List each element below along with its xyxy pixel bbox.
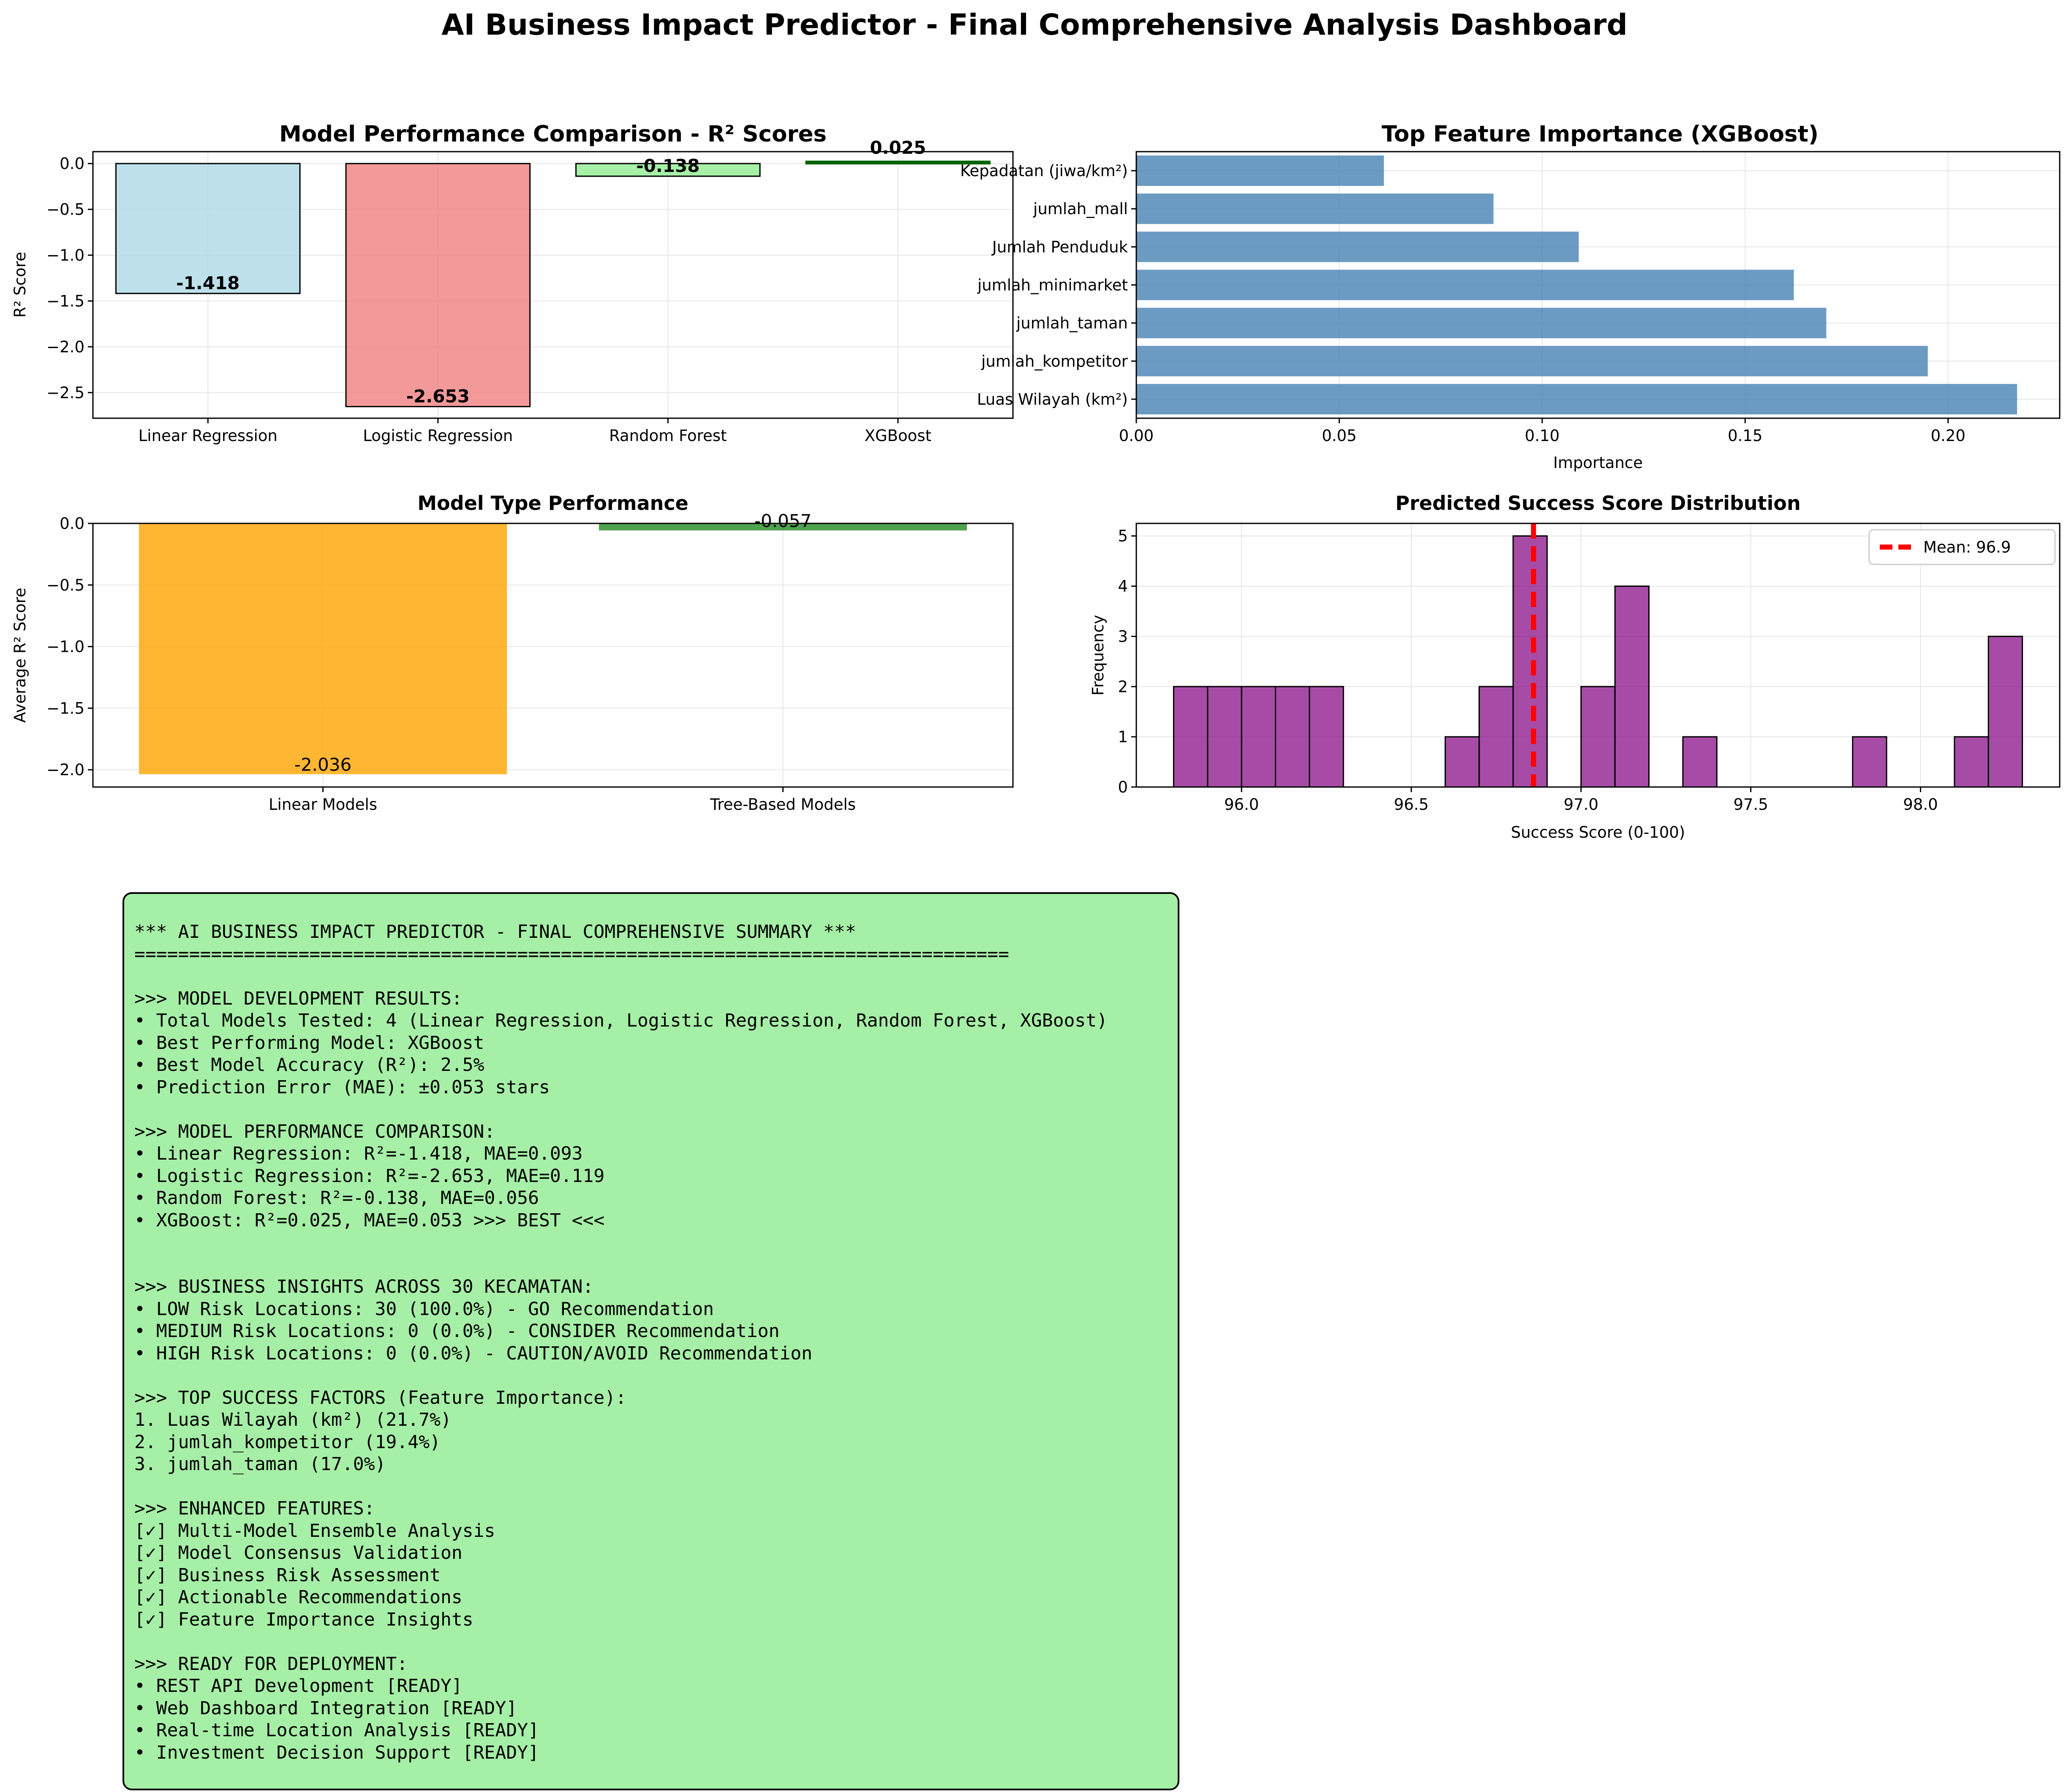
r2-bar-value-label: -2.653 [406, 386, 470, 406]
distribution-xtick-label: 96.0 [1224, 795, 1259, 814]
r2-bar [345, 163, 531, 407]
model-type-xtick-label: Linear Models [269, 795, 377, 814]
feature-ytick-label: jumlah_taman [1016, 314, 1128, 332]
feature-bar [1136, 231, 1579, 262]
distribution-ytick-label: 4 [1118, 577, 1128, 596]
distribution-chart-title: Predicted Success Score Distribution [1395, 492, 1801, 515]
histogram-bar [1987, 635, 2023, 788]
page-title: AI Business Impact Predictor - Final Com… [441, 8, 1628, 42]
r2-chart-ylabel: R² Score [11, 252, 29, 318]
histogram-bar [1207, 686, 1242, 788]
model-type-bar [599, 523, 967, 531]
r2-bar [805, 161, 991, 165]
legend-box [1868, 529, 2056, 565]
feature-ytick-label: jumlah_mall [1033, 200, 1128, 218]
histogram-bar [1444, 736, 1480, 788]
distribution-ytick-label: 2 [1118, 678, 1128, 696]
model-type-bar-value-label: -0.057 [754, 511, 811, 531]
r2-ytick-label: 0.0 [60, 155, 84, 173]
model-type-ytick-label: −0.5 [46, 576, 84, 594]
distribution-ytick-label: 3 [1118, 627, 1128, 645]
histogram-bar [1614, 586, 1650, 788]
summary-text: *** AI BUSINESS IMPACT PREDICTOR - FINAL… [134, 921, 1108, 1763]
r2-ytick-label: −0.5 [46, 201, 84, 219]
feature-bar [1136, 346, 1928, 376]
feature-xtick-label: 0.20 [1931, 427, 1966, 445]
model-type-bar [139, 523, 507, 774]
feature-ytick-label: Luas Wilayah (km²) [977, 390, 1128, 409]
success-distribution-chart: Predicted Success Score Distribution 96.… [1089, 492, 2061, 842]
r2-ytick-label: −2.0 [46, 338, 84, 356]
feature-bar [1136, 270, 1794, 300]
feature-chart-xlabel: Importance [1553, 454, 1643, 472]
distribution-chart-frame [1135, 523, 2061, 788]
feature-xtick-label: 0.10 [1525, 427, 1560, 445]
distribution-xtick-label: 97.0 [1564, 795, 1598, 814]
distribution-xtick-label: 98.0 [1903, 795, 1938, 814]
feature-chart-title: Top Feature Importance (XGBoost) [1382, 121, 1819, 147]
feature-bar [1136, 384, 2017, 414]
histogram-bar [1275, 686, 1310, 788]
model-type-ytick-label: −2.0 [46, 761, 84, 779]
r2-xtick-label: XGBoost [865, 427, 931, 445]
r2-bar-value-label: -1.418 [176, 273, 240, 294]
r2-bar [115, 163, 301, 294]
model-type-chart-title: Model Type Performance [417, 492, 688, 515]
model-type-ytick-label: −1.0 [46, 638, 84, 656]
feature-bar [1136, 193, 1494, 224]
histogram-bar [1682, 736, 1718, 788]
model-type-ytick-label: −1.5 [46, 699, 84, 717]
r2-ytick-label: −1.5 [46, 292, 84, 310]
r2-comparison-chart: Model Performance Comparison - R² Scores… [11, 121, 1014, 445]
r2-xtick-label: Logistic Regression [363, 427, 513, 445]
distribution-ytick-label: 0 [1118, 778, 1128, 796]
feature-xtick-label: 0.05 [1322, 427, 1356, 445]
distribution-chart-xlabel: Success Score (0-100) [1511, 823, 1685, 842]
histogram-bar [1512, 535, 1548, 788]
feature-bar [1136, 308, 1827, 338]
legend-mean-label: Mean: 96.9 [1923, 538, 2011, 556]
model-type-xtick-label: Tree-Based Models [710, 795, 856, 814]
feature-importance-chart: Top Feature Importance (XGBoost) 0.00 0.0… [960, 121, 2061, 472]
r2-bar-value-label: -0.138 [636, 155, 700, 176]
distribution-ytick-label: 5 [1118, 527, 1128, 545]
model-type-chart: Model Type Performance -2.036 -0.057 0.0 −… [11, 492, 1014, 814]
feature-xtick-label: 0.15 [1728, 427, 1762, 445]
histogram-bar [1852, 736, 1887, 788]
distribution-xtick-label: 97.5 [1733, 795, 1768, 814]
feature-bar [1136, 155, 1384, 186]
r2-chart-frame [92, 151, 1014, 419]
summary-panel: *** AI BUSINESS IMPACT PREDICTOR - FINAL… [123, 892, 1179, 1790]
feature-ytick-label: Jumlah Penduduk [991, 238, 1128, 256]
distribution-xtick-label: 96.5 [1394, 795, 1429, 814]
model-type-chart-ylabel: Average R² Score [11, 588, 29, 723]
r2-chart-title: Model Performance Comparison - R² Scores [279, 121, 827, 147]
feature-ytick-label: jumlah_minimarket [977, 276, 1128, 294]
model-type-bar-value-label: -2.036 [294, 754, 351, 775]
r2-bar-value-label: 0.025 [870, 137, 926, 158]
distribution-legend: Mean: 96.9 [1868, 529, 2056, 565]
model-type-chart-frame [92, 523, 1014, 788]
histogram-bar [1309, 686, 1344, 788]
r2-xtick-label: Random Forest [609, 427, 727, 445]
histogram-bar [1241, 686, 1277, 788]
feature-ytick-label: jumlah_kompetitor [981, 352, 1128, 370]
r2-ytick-label: −1.0 [46, 246, 84, 264]
model-type-ytick-label: 0.0 [60, 515, 84, 533]
histogram-bar [1580, 686, 1616, 788]
histogram-bar [1954, 736, 1989, 788]
r2-ytick-label: −2.5 [46, 384, 84, 402]
histogram-bar [1478, 686, 1514, 788]
r2-xtick-label: Linear Regression [139, 427, 278, 445]
histogram-bar [1173, 686, 1209, 788]
feature-xtick-label: 0.00 [1119, 427, 1154, 445]
feature-ytick-label: Kepadatan (jiwa/km²) [960, 162, 1128, 180]
distribution-ytick-label: 1 [1118, 728, 1128, 746]
distribution-chart-ylabel: Frequency [1089, 615, 1107, 695]
r2-bar [575, 163, 761, 177]
